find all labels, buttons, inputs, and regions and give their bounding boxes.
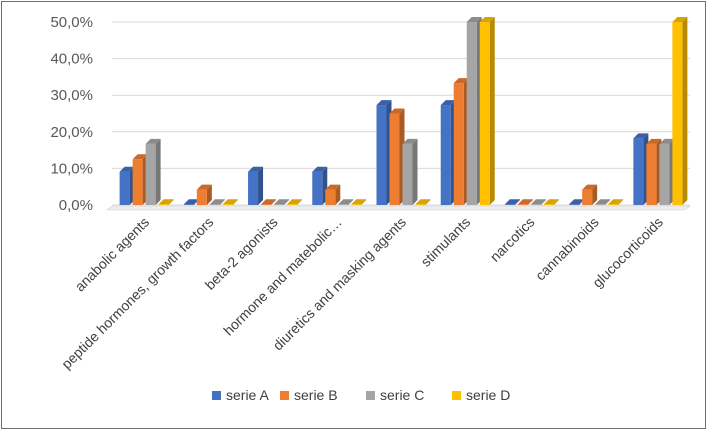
x-tick-label: narcotics [487,214,538,265]
y-tick-label: 30,0% [50,87,93,104]
bar [672,17,688,205]
y-tick-label: 0,0% [59,197,93,214]
bar [325,184,341,205]
bar [119,166,135,205]
bar [376,100,392,205]
bar [287,199,303,205]
bar [582,184,598,205]
bar [209,199,225,205]
bar [132,154,148,205]
y-tick-label: 10,0% [50,160,93,177]
bar [158,199,174,205]
legend-label: serie C [380,387,424,403]
x-tick-label: diuretics and masking agents [270,214,410,354]
bar [338,199,354,205]
bar [595,199,611,205]
bar [517,199,533,205]
legend-swatch [212,391,221,400]
bar [183,199,199,205]
x-tick-label: stimulants [417,214,473,270]
bar [659,138,675,205]
bar [466,17,482,205]
x-tick-label: hormone and matebolic… [220,214,345,339]
bar [504,199,520,205]
bar [261,199,277,205]
x-tick-label: cannabinoids [532,214,602,284]
legend-label: serie B [294,387,338,403]
bar [569,199,585,205]
y-tick-label: 40,0% [50,51,93,68]
bar [312,166,328,205]
legend-label: serie A [226,387,269,403]
bar [543,199,559,205]
bar [646,138,662,205]
legend-item: serie A [212,387,269,403]
bar [479,17,495,205]
legend-swatch [366,391,375,400]
bar [415,199,431,205]
bar [608,199,624,205]
bar [389,108,405,205]
bar [196,184,212,205]
bar [633,133,649,205]
bar [248,166,264,205]
y-tick-label: 20,0% [50,124,93,141]
legend-label: serie D [466,387,510,403]
bar [402,138,418,205]
bar [145,138,161,205]
y-tick-label: 50,0% [50,14,93,31]
bar [351,199,367,205]
legend-swatch [280,391,289,400]
bar [453,78,469,205]
bar [530,199,546,205]
bar [440,100,456,205]
bar [274,199,290,205]
legend-item: serie B [280,387,338,403]
legend-item: serie C [366,387,424,403]
legend-item: serie D [452,387,510,403]
legend-swatch [452,391,461,400]
bar [222,199,238,205]
chart-floor [106,205,691,211]
